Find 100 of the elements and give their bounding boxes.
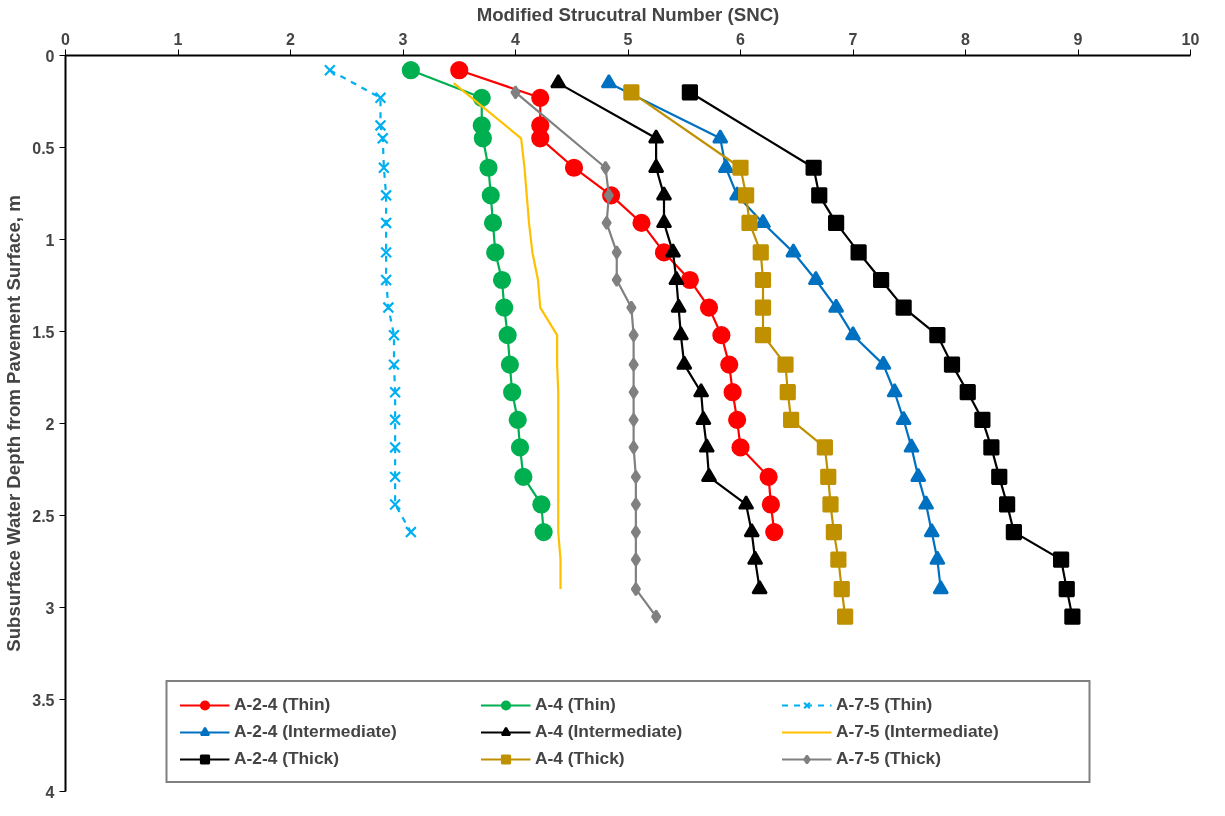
point bbox=[389, 470, 402, 483]
point bbox=[401, 61, 420, 80]
point bbox=[550, 73, 567, 89]
point bbox=[503, 383, 522, 402]
point bbox=[380, 273, 393, 287]
point bbox=[751, 579, 768, 595]
point bbox=[723, 383, 742, 402]
point bbox=[380, 189, 393, 202]
legend-label: A-7-5 (Intermediate) bbox=[836, 721, 1000, 742]
y-tick-label: 0 bbox=[45, 47, 55, 65]
point bbox=[1064, 608, 1081, 625]
point bbox=[699, 298, 719, 317]
point bbox=[712, 326, 731, 345]
point bbox=[805, 159, 822, 176]
point bbox=[811, 187, 828, 204]
point bbox=[765, 522, 784, 542]
point bbox=[531, 129, 550, 148]
point bbox=[492, 270, 512, 290]
point bbox=[655, 213, 673, 229]
point bbox=[387, 358, 401, 371]
point bbox=[531, 88, 550, 107]
point bbox=[483, 213, 503, 233]
point bbox=[380, 216, 393, 229]
point bbox=[623, 84, 640, 101]
point bbox=[918, 495, 935, 510]
point bbox=[376, 132, 389, 145]
point bbox=[779, 384, 796, 401]
y-axis-title: Subsurface Water Depth from Pavement Surface, m bbox=[3, 195, 25, 652]
point bbox=[820, 468, 837, 485]
y-tick-label: 0.5 bbox=[32, 139, 55, 157]
point bbox=[532, 495, 551, 514]
point bbox=[738, 495, 755, 510]
point bbox=[380, 246, 393, 259]
point bbox=[923, 522, 940, 538]
point bbox=[668, 270, 685, 286]
point bbox=[717, 158, 734, 173]
point bbox=[983, 439, 1000, 456]
point bbox=[481, 186, 500, 205]
point bbox=[374, 91, 387, 104]
point bbox=[389, 413, 402, 426]
point bbox=[822, 496, 839, 513]
point bbox=[514, 467, 533, 486]
point bbox=[382, 301, 395, 314]
x-tick-label: 8 bbox=[961, 30, 971, 48]
point bbox=[389, 498, 402, 511]
point bbox=[741, 214, 758, 232]
point bbox=[450, 61, 469, 80]
point bbox=[479, 158, 498, 177]
point bbox=[655, 186, 673, 201]
y-tick-label: 2.5 bbox=[32, 507, 55, 525]
point bbox=[628, 412, 639, 427]
point bbox=[534, 522, 553, 542]
point bbox=[680, 270, 699, 290]
point bbox=[700, 467, 718, 482]
point bbox=[828, 214, 845, 232]
point bbox=[873, 271, 890, 289]
point bbox=[670, 298, 687, 313]
point bbox=[628, 357, 639, 372]
point bbox=[991, 468, 1008, 485]
point bbox=[720, 355, 739, 374]
point bbox=[816, 439, 833, 456]
y-tick-label: 3.5 bbox=[32, 691, 55, 709]
point bbox=[728, 410, 747, 429]
point bbox=[630, 497, 641, 512]
point bbox=[807, 270, 824, 286]
point bbox=[759, 467, 778, 486]
point bbox=[875, 355, 892, 370]
point bbox=[681, 84, 698, 101]
point bbox=[323, 64, 336, 77]
point bbox=[404, 526, 417, 539]
point bbox=[632, 213, 651, 233]
point bbox=[648, 129, 665, 144]
point bbox=[695, 410, 712, 425]
legend-label: A-2-4 (Thick) bbox=[234, 748, 340, 769]
point bbox=[943, 356, 961, 373]
point bbox=[486, 243, 505, 262]
point bbox=[498, 326, 517, 345]
legend-label: A-4 (Intermediate) bbox=[535, 721, 684, 742]
point bbox=[761, 495, 780, 514]
point bbox=[664, 243, 682, 258]
point bbox=[754, 299, 772, 316]
point bbox=[886, 383, 903, 398]
point bbox=[389, 441, 402, 454]
point bbox=[698, 438, 715, 453]
point bbox=[833, 581, 850, 598]
point bbox=[500, 355, 519, 374]
point bbox=[603, 188, 614, 203]
point bbox=[374, 119, 387, 132]
point bbox=[630, 582, 641, 597]
x-tick-label: 7 bbox=[848, 30, 858, 48]
point bbox=[676, 355, 693, 370]
x-tick-label: 2 bbox=[286, 30, 296, 48]
x-axis-title: Modified Strucutral Number (SNC) bbox=[476, 3, 780, 25]
point bbox=[747, 550, 764, 565]
y-tick-label: 4 bbox=[45, 783, 55, 801]
point bbox=[377, 161, 390, 174]
x-tick-label: 9 bbox=[1073, 30, 1083, 48]
point bbox=[628, 328, 639, 343]
y-tick-label: 2 bbox=[45, 415, 55, 433]
point bbox=[929, 327, 946, 344]
